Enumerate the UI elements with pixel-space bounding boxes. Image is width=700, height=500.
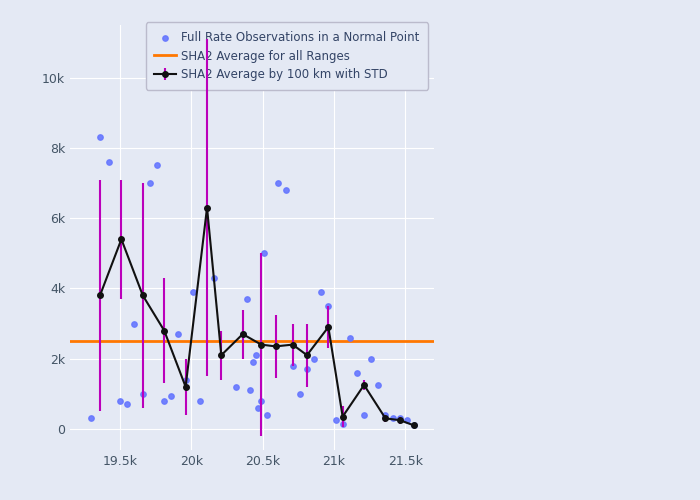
- Full Rate Observations in a Normal Point: [122, 400, 133, 408]
- Full Rate Observations in a Normal Point: [380, 411, 391, 419]
- Full Rate Observations in a Normal Point: [244, 386, 256, 394]
- Full Rate Observations in a Normal Point: [159, 397, 170, 405]
- Full Rate Observations in a Normal Point: [316, 288, 327, 296]
- Full Rate Observations in a Normal Point: [247, 358, 258, 366]
- Full Rate Observations in a Normal Point: [351, 368, 363, 376]
- Full Rate Observations in a Normal Point: [266, 42, 277, 50]
- Full Rate Observations in a Normal Point: [302, 365, 313, 373]
- Full Rate Observations in a Normal Point: [387, 414, 398, 422]
- Full Rate Observations in a Normal Point: [86, 414, 97, 422]
- Full Rate Observations in a Normal Point: [408, 422, 419, 430]
- Full Rate Observations in a Normal Point: [144, 179, 155, 187]
- Full Rate Observations in a Normal Point: [250, 351, 261, 359]
- Full Rate Observations in a Normal Point: [114, 397, 125, 405]
- Full Rate Observations in a Normal Point: [166, 392, 177, 400]
- Full Rate Observations in a Normal Point: [241, 295, 253, 303]
- Full Rate Observations in a Normal Point: [209, 274, 220, 282]
- Full Rate Observations in a Normal Point: [372, 381, 384, 389]
- Legend: Full Rate Observations in a Normal Point, SHA2 Average for all Ranges, SHA2 Aver: Full Rate Observations in a Normal Point…: [146, 22, 428, 90]
- Full Rate Observations in a Normal Point: [337, 420, 348, 428]
- Full Rate Observations in a Normal Point: [309, 354, 320, 362]
- Full Rate Observations in a Normal Point: [137, 390, 148, 398]
- Full Rate Observations in a Normal Point: [258, 250, 270, 258]
- Full Rate Observations in a Normal Point: [256, 397, 267, 405]
- Full Rate Observations in a Normal Point: [401, 416, 412, 424]
- Full Rate Observations in a Normal Point: [180, 376, 191, 384]
- Full Rate Observations in a Normal Point: [365, 354, 377, 362]
- Full Rate Observations in a Normal Point: [129, 320, 140, 328]
- Full Rate Observations in a Normal Point: [344, 334, 356, 342]
- Full Rate Observations in a Normal Point: [394, 414, 405, 422]
- Full Rate Observations in a Normal Point: [230, 383, 241, 391]
- Full Rate Observations in a Normal Point: [273, 179, 284, 187]
- Full Rate Observations in a Normal Point: [237, 330, 248, 338]
- Full Rate Observations in a Normal Point: [103, 158, 114, 166]
- Full Rate Observations in a Normal Point: [151, 162, 162, 170]
- Full Rate Observations in a Normal Point: [294, 390, 305, 398]
- Full Rate Observations in a Normal Point: [195, 397, 206, 405]
- Full Rate Observations in a Normal Point: [330, 416, 341, 424]
- Full Rate Observations in a Normal Point: [287, 362, 298, 370]
- Full Rate Observations in a Normal Point: [280, 186, 291, 194]
- Full Rate Observations in a Normal Point: [173, 330, 184, 338]
- Full Rate Observations in a Normal Point: [253, 404, 264, 412]
- Full Rate Observations in a Normal Point: [94, 134, 106, 141]
- Full Rate Observations in a Normal Point: [323, 302, 334, 310]
- Full Rate Observations in a Normal Point: [358, 411, 370, 419]
- Full Rate Observations in a Normal Point: [187, 288, 198, 296]
- Full Rate Observations in a Normal Point: [261, 411, 272, 419]
